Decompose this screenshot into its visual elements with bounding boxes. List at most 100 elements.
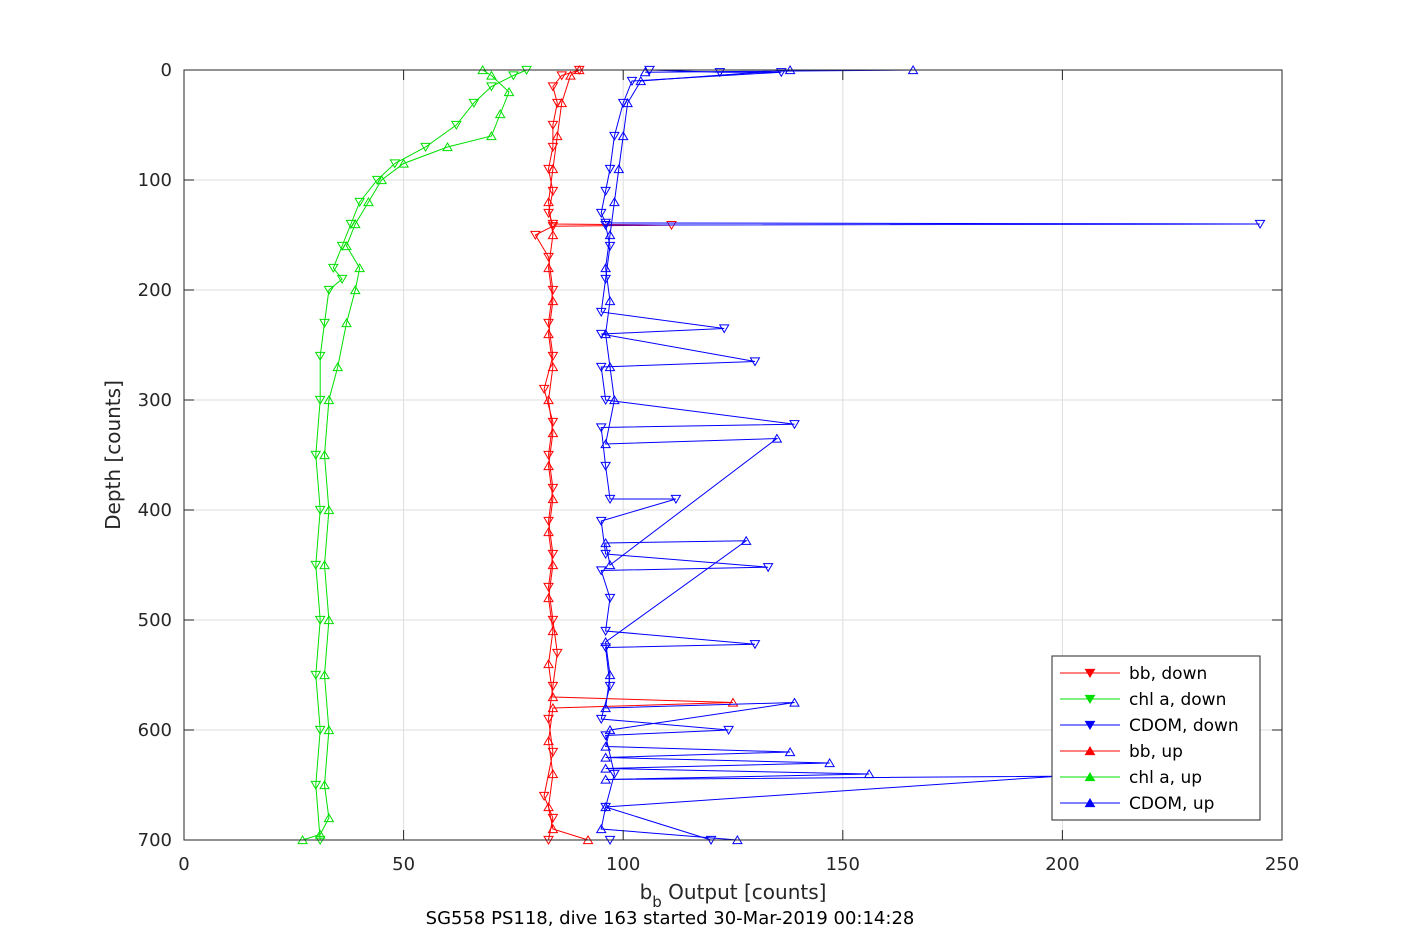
data-point (547, 120, 559, 131)
y-tick-label: 500 (138, 610, 172, 631)
data-point (604, 559, 616, 570)
data-point (547, 229, 559, 240)
data-point (604, 241, 616, 252)
data-point (600, 774, 612, 784)
data-point (543, 460, 554, 471)
x-axis-label-subscript: b (652, 893, 662, 911)
data-point (319, 559, 330, 570)
legend-marker (1084, 668, 1096, 679)
data-point (600, 186, 612, 197)
data-point (604, 494, 616, 505)
data-point (551, 130, 563, 141)
data-point (310, 780, 322, 791)
data-point (543, 582, 554, 593)
data-point (556, 71, 568, 81)
data-point (363, 196, 374, 207)
data-point (600, 262, 612, 273)
data-point (771, 433, 783, 443)
x-tick-label: 200 (1045, 854, 1079, 875)
y-tick-label: 300 (138, 390, 172, 411)
legend-label: chl a, down (1129, 690, 1226, 710)
series-line (600, 69, 1059, 841)
data-point (600, 752, 612, 762)
data-point (547, 427, 559, 438)
data-point (547, 681, 559, 692)
data-point (538, 791, 550, 802)
data-point (595, 714, 607, 725)
data-point (354, 197, 366, 208)
data-point (600, 395, 612, 406)
y-axis-label: Depth [counts] (101, 380, 125, 530)
x-tick-label: 100 (606, 854, 640, 875)
data-point (543, 592, 554, 603)
data-point (609, 394, 620, 405)
data-point (319, 449, 330, 460)
data-point (600, 274, 612, 285)
data-point (503, 86, 515, 97)
plot-frame (183, 69, 1283, 841)
data-point (604, 164, 616, 175)
data-point (314, 615, 326, 626)
data-point (604, 681, 616, 692)
data-point (595, 208, 607, 219)
x-tick-label: 250 (1265, 854, 1299, 875)
data-point (600, 801, 612, 812)
legend-box (1051, 655, 1261, 821)
data-point (327, 263, 339, 274)
data-point (604, 669, 616, 680)
series-chl-a-down (310, 65, 532, 846)
data-point (323, 504, 335, 515)
data-point (595, 566, 607, 576)
data-point (609, 769, 620, 780)
data-point (442, 141, 453, 152)
data-point (543, 658, 554, 669)
data-point (547, 702, 559, 713)
data-point (547, 285, 559, 296)
data-point (595, 362, 607, 373)
data-point (626, 76, 638, 87)
data-point (604, 593, 616, 604)
data-point (314, 829, 326, 839)
data-point (670, 494, 682, 505)
y-tick-label: 400 (138, 500, 172, 521)
data-point (336, 274, 348, 285)
data-point (547, 559, 559, 570)
data-point (494, 108, 506, 119)
data-point (543, 450, 554, 461)
data-point (543, 328, 554, 339)
data-point (547, 549, 559, 560)
data-point (604, 295, 616, 306)
data-point (749, 357, 761, 367)
legend-entry: chl a, up (1060, 768, 1202, 788)
data-point (543, 801, 554, 812)
x-tick-label: 150 (826, 854, 860, 875)
data-point (604, 361, 616, 372)
data-point (547, 747, 559, 758)
data-point (547, 361, 559, 372)
data-point (595, 423, 607, 433)
axis-ticks: 0 50 100 150 200 250 0 100 200 300 400 500 600 700 (138, 60, 1300, 875)
series-line (315, 69, 527, 841)
y-tick-label: 600 (138, 720, 172, 741)
data-point (600, 636, 612, 647)
legend: bb, down chl a, down CDOM, down bb, up chl a… (1051, 655, 1261, 821)
y-tick-label: 700 (138, 830, 172, 851)
data-point (450, 120, 462, 131)
data-point (323, 812, 335, 823)
data-point (609, 196, 620, 207)
data-point (354, 262, 366, 273)
data-point (543, 714, 554, 725)
data-point (547, 483, 559, 494)
data-point (486, 130, 497, 141)
data-point (600, 438, 612, 449)
data-point (508, 71, 519, 81)
data-point (718, 324, 730, 334)
x-axis-label-main: b (640, 880, 653, 904)
data-point (600, 626, 612, 637)
x-tick-label: 50 (392, 854, 415, 875)
data-point (543, 262, 554, 273)
data-point (565, 70, 576, 80)
data-point (547, 163, 559, 174)
data-point (389, 159, 401, 169)
